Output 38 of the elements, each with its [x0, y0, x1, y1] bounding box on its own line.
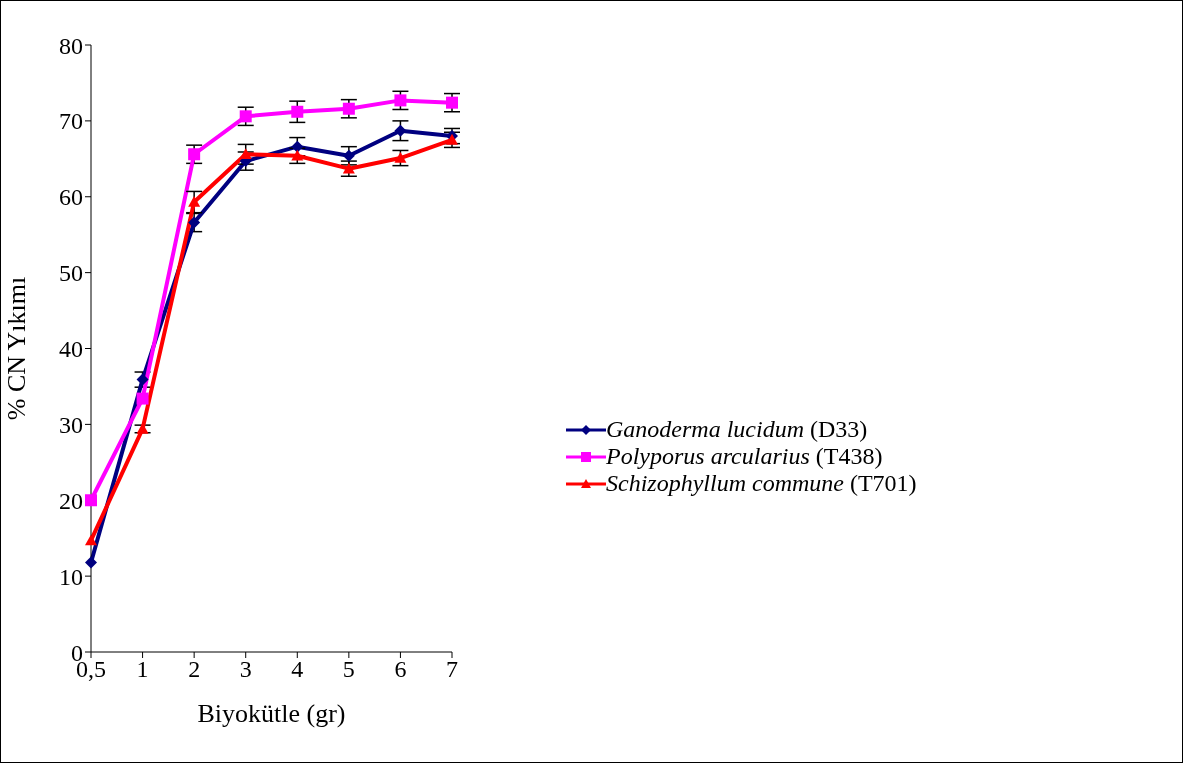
point [85, 556, 97, 569]
y-tick-label: 20 [59, 487, 83, 514]
point [291, 149, 304, 161]
legend-label: Polyporus arcularius (T438) [606, 443, 883, 470]
point [394, 94, 407, 107]
y-tick-label: 30 [59, 411, 83, 438]
point [394, 124, 407, 137]
y-tick-label: 70 [59, 108, 83, 135]
legend-label: Ganoderma lucidum (D33) [606, 416, 868, 443]
point [188, 196, 201, 207]
y-tick-label: 50 [59, 260, 83, 287]
point [394, 152, 407, 163]
point [239, 110, 252, 123]
point [136, 392, 149, 405]
y-tick-label: 10 [59, 563, 83, 590]
x-tick-label: 4 [291, 656, 304, 683]
x-tick-label: 1 [136, 656, 149, 683]
point [85, 494, 97, 507]
y-tick-label: 60 [59, 184, 83, 211]
point [291, 140, 304, 153]
x-tick-label: 3 [239, 656, 252, 683]
point [85, 534, 97, 546]
point [342, 102, 355, 115]
point [342, 162, 355, 174]
point [342, 149, 355, 162]
point [188, 216, 201, 229]
point [291, 105, 304, 118]
y-axis-title: % CN Yıkımı [2, 276, 32, 421]
point [188, 148, 201, 161]
x-tick-label: 7 [446, 656, 458, 683]
x-tick-label: 2 [188, 656, 201, 683]
y-tick-label: 40 [59, 336, 83, 363]
y-tick-label: 80 [59, 32, 83, 59]
point [446, 96, 458, 109]
x-tick-label: 5 [342, 656, 355, 683]
x-axis-title: Biyokütle (gr) [197, 699, 346, 728]
x-tick-label: 6 [394, 656, 407, 683]
legend-label: Schizophyllum commune (T701) [606, 470, 917, 497]
